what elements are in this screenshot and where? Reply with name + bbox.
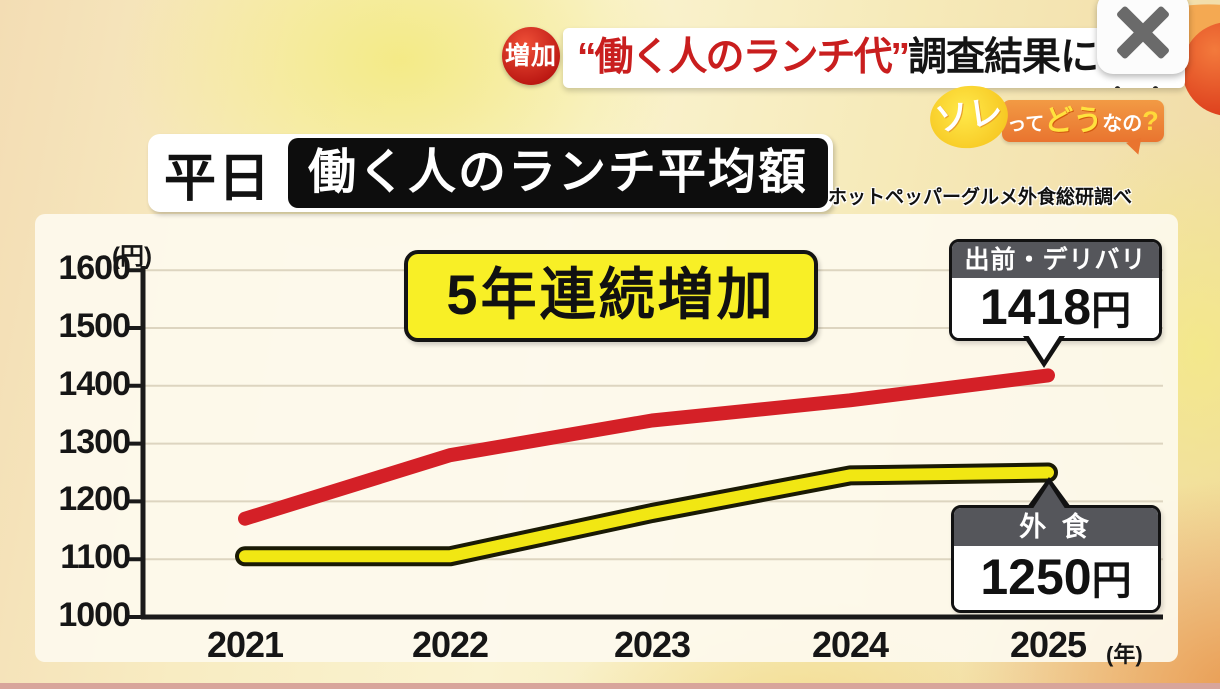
x-axis-unit-label: (年) <box>1106 642 1143 667</box>
y-tick-label: 1100 <box>60 538 131 577</box>
program-logo: ってどうなの? <box>1002 100 1164 142</box>
data-source-credit: ホットペッパーグルメ外食総研調べ <box>828 187 1133 208</box>
highlight-badge: 5年連続増加 <box>404 250 818 342</box>
increase-badge: 増加 <box>502 27 560 85</box>
callout-eatout-value: 1250円 <box>954 546 1158 610</box>
x-tick-label: 2023 <box>613 624 691 665</box>
x-tick-label: 2025 <box>1009 624 1087 665</box>
delivery-value-number: 1418 <box>979 279 1092 335</box>
y-tick-label: 1200 <box>58 480 131 519</box>
x-tick-label: 2021 <box>206 624 284 665</box>
y-tick-label: 1000 <box>58 596 131 634</box>
y-tick-label: 1300 <box>58 422 131 461</box>
callout-delivery-pointer <box>1028 335 1060 360</box>
callout-delivery-value: 1418円 <box>952 278 1159 338</box>
eatout-value-unit: 円 <box>1091 559 1132 603</box>
y-axis-unit-label: (円) <box>112 243 152 270</box>
eatout-value-number: 1250 <box>980 549 1092 605</box>
banner-headline-rest: 調査結果に <box>908 36 1099 79</box>
x-tick-label: 2022 <box>411 624 489 665</box>
logo-part-1: って <box>1007 114 1045 135</box>
logo-part-4: ? <box>1142 106 1159 136</box>
title-tag-weekday: 平日 <box>164 149 273 208</box>
page-title: 働く人のランチ平均額 <box>288 138 829 208</box>
callout-delivery: 出前・デリバリー 1418円 <box>949 239 1162 341</box>
logo-part-2: どう <box>1044 105 1103 137</box>
callout-eatout-pointer <box>1032 484 1066 510</box>
y-tick-label: 1500 <box>58 307 131 345</box>
close-button[interactable] <box>1097 0 1189 74</box>
news-banner: “働く人のランチ代”調査結果にザワザワ <box>563 28 1185 88</box>
delivery-value-unit: 円 <box>1091 289 1132 333</box>
chart-title-block: 平日 働く人のランチ平均額 <box>148 134 834 212</box>
y-tick-label: 1400 <box>58 364 131 403</box>
callout-eatout: 外 食 1250円 <box>951 505 1161 613</box>
frame-edge-strip <box>0 683 1220 689</box>
x-tick-label: 2024 <box>811 624 889 665</box>
program-logo-bubble: ソレ <box>926 80 1012 154</box>
callout-delivery-label: 出前・デリバリー <box>952 242 1159 310</box>
banner-headline-quoted: “働く人のランチ代” <box>577 36 910 79</box>
callout-eatout-label: 外 食 <box>954 508 1158 546</box>
y-tick-label: 1600 <box>58 249 131 288</box>
logo-part-3: なの <box>1102 113 1143 135</box>
